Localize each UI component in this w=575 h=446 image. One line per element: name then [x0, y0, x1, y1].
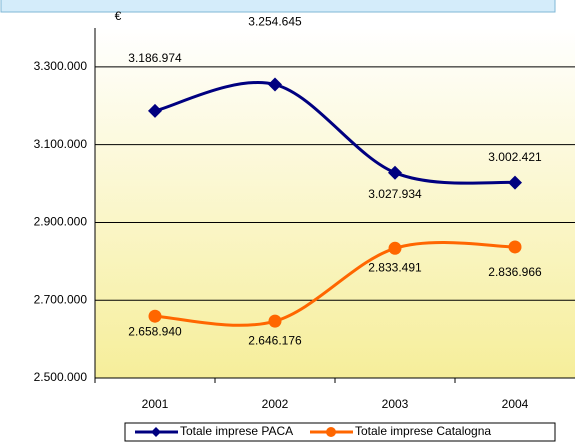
y-tick-label: 2.700.000 — [34, 292, 88, 306]
y-tick-label: 3.100.000 — [34, 137, 88, 151]
y-tick-label: 2.500.000 — [34, 370, 88, 384]
marker — [268, 77, 282, 92]
data-label: 2.658.940 — [128, 324, 182, 338]
legend-marker — [151, 427, 161, 437]
marker — [508, 175, 522, 190]
data-label: 2.836.966 — [488, 265, 542, 279]
legend-marker — [326, 427, 336, 437]
x-tick-label: 2003 — [382, 397, 409, 411]
series-line — [154, 241, 516, 327]
data-label: 3.254.645 — [248, 15, 302, 29]
marker — [148, 103, 162, 118]
legend-label: Totale imprese PACA — [180, 424, 293, 438]
data-label: 2.646.176 — [248, 333, 302, 347]
x-tick-label: 2004 — [502, 397, 529, 411]
marker — [148, 309, 162, 323]
data-label: 3.002.421 — [488, 150, 542, 164]
unit-label: € — [115, 9, 122, 23]
x-tick-label: 2001 — [142, 397, 169, 411]
marker — [268, 314, 282, 328]
data-label: 2.833.491 — [368, 260, 422, 274]
marker — [388, 165, 402, 180]
legend-label: Totale imprese Catalogna — [355, 424, 491, 438]
y-tick-label: 2.900.000 — [34, 215, 88, 229]
data-label: 3.186.974 — [128, 51, 182, 65]
series-line — [154, 81, 516, 185]
marker — [508, 240, 522, 254]
y-tick-label: 3.300.000 — [34, 59, 88, 73]
data-label: 3.027.934 — [368, 187, 422, 201]
marker — [388, 241, 402, 255]
x-tick-label: 2002 — [262, 397, 289, 411]
header-box — [0, 0, 556, 13]
